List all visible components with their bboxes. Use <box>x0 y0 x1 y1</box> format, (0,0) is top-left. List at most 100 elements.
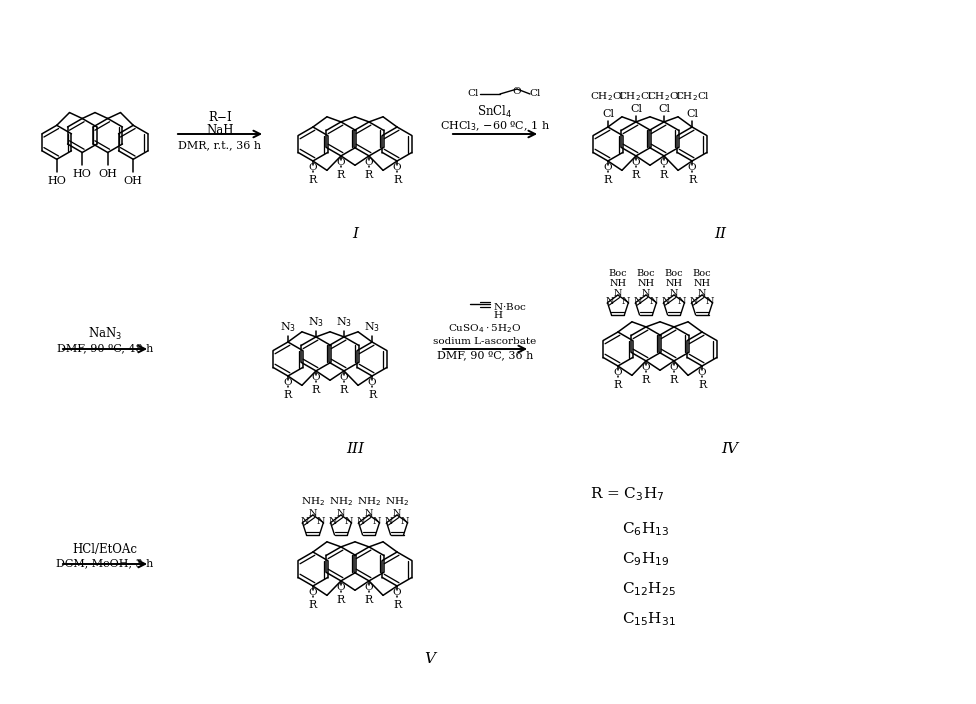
Text: N$_3$: N$_3$ <box>364 320 380 334</box>
Text: N: N <box>301 517 309 527</box>
Text: HCl/EtOAc: HCl/EtOAc <box>72 543 138 555</box>
Text: O: O <box>392 163 401 172</box>
Text: OH: OH <box>99 169 117 179</box>
Text: Boc: Boc <box>609 270 628 279</box>
Text: NH: NH <box>637 279 655 289</box>
Text: N$_3$: N$_3$ <box>336 315 352 329</box>
Text: R: R <box>308 175 317 185</box>
Text: R: R <box>365 595 373 605</box>
Text: O: O <box>512 87 521 96</box>
Text: R: R <box>604 175 612 185</box>
Text: R: R <box>660 170 669 180</box>
Text: O: O <box>365 583 374 592</box>
Text: DCM, MeOH, 3 h: DCM, MeOH, 3 h <box>57 558 153 568</box>
Text: R: R <box>688 175 696 185</box>
Text: CHCl$_3$, $-$60 ºC, 1 h: CHCl$_3$, $-$60 ºC, 1 h <box>440 119 550 133</box>
Text: O: O <box>670 363 678 372</box>
Text: II: II <box>714 227 726 241</box>
Text: NaN$_3$: NaN$_3$ <box>88 326 122 342</box>
Text: R: R <box>698 380 707 390</box>
Text: Cl: Cl <box>602 109 614 120</box>
Text: N: N <box>345 517 353 527</box>
Text: CH$_2$Cl: CH$_2$Cl <box>619 91 654 103</box>
Text: O: O <box>337 583 346 592</box>
Text: O: O <box>392 588 401 597</box>
Text: C$_{12}$H$_{25}$: C$_{12}$H$_{25}$ <box>622 580 675 598</box>
Text: DMR, r.t., 36 h: DMR, r.t., 36 h <box>179 140 262 150</box>
Text: N: N <box>365 510 373 519</box>
Text: HO: HO <box>73 169 92 179</box>
Text: R$-$I: R$-$I <box>208 110 232 124</box>
Text: N: N <box>650 298 658 306</box>
Text: N: N <box>698 289 707 298</box>
Text: R: R <box>368 390 376 400</box>
Text: Cl: Cl <box>658 104 671 114</box>
Text: N: N <box>662 298 671 306</box>
Text: R: R <box>337 595 346 605</box>
Text: N: N <box>606 298 614 306</box>
Text: NH$_2$: NH$_2$ <box>301 496 325 508</box>
Text: O: O <box>368 378 377 387</box>
Text: H: H <box>493 311 502 320</box>
Text: N: N <box>373 517 382 527</box>
Text: O: O <box>660 158 669 167</box>
Text: SnCl$_4$: SnCl$_4$ <box>477 104 512 120</box>
Text: O: O <box>631 158 640 167</box>
Text: O: O <box>311 373 320 382</box>
Text: N: N <box>357 517 365 527</box>
Text: R: R <box>614 380 622 390</box>
Text: NH: NH <box>694 279 711 289</box>
Text: R: R <box>312 385 320 395</box>
Text: R: R <box>337 170 346 180</box>
Text: O: O <box>308 163 317 172</box>
Text: HO: HO <box>47 176 66 186</box>
Text: R: R <box>393 600 401 610</box>
Text: N$_3$: N$_3$ <box>280 320 296 334</box>
Text: III: III <box>346 442 364 456</box>
Text: CH$_2$Cl: CH$_2$Cl <box>590 91 626 103</box>
Text: DMF, 90 ºC, 36 h: DMF, 90 ºC, 36 h <box>437 350 533 360</box>
Text: O: O <box>614 368 623 377</box>
Text: N: N <box>401 517 409 527</box>
Text: N: N <box>706 298 714 306</box>
Text: IV: IV <box>721 442 739 456</box>
Text: I: I <box>352 227 358 241</box>
Text: N$\cdot$Boc: N$\cdot$Boc <box>493 301 527 311</box>
Text: NH$_2$: NH$_2$ <box>386 496 409 508</box>
Text: NH: NH <box>609 279 627 289</box>
Text: Cl: Cl <box>630 104 642 114</box>
Text: N: N <box>392 510 401 519</box>
Text: O: O <box>641 363 650 372</box>
Text: NaH: NaH <box>206 125 233 137</box>
Text: N: N <box>677 298 686 306</box>
Text: O: O <box>365 158 374 167</box>
Text: O: O <box>688 163 697 172</box>
Text: N: N <box>642 289 650 298</box>
Text: N: N <box>690 298 698 306</box>
Text: C$_{15}$H$_{31}$: C$_{15}$H$_{31}$ <box>622 610 675 628</box>
Text: N: N <box>633 298 642 306</box>
Text: C$_9$H$_{19}$: C$_9$H$_{19}$ <box>622 550 670 568</box>
Text: O: O <box>698 368 707 377</box>
Text: R: R <box>365 170 373 180</box>
Text: N: N <box>316 517 325 527</box>
Text: R: R <box>393 175 401 185</box>
Text: O: O <box>337 158 346 167</box>
Text: Boc: Boc <box>636 270 655 279</box>
Text: CH$_2$Cl: CH$_2$Cl <box>646 91 681 103</box>
Text: NH: NH <box>666 279 682 289</box>
Text: N: N <box>337 510 346 519</box>
Text: O: O <box>603 163 612 172</box>
Text: Boc: Boc <box>693 270 712 279</box>
Text: R: R <box>284 390 292 400</box>
Text: Boc: Boc <box>665 270 683 279</box>
Text: N$_3$: N$_3$ <box>308 315 324 329</box>
Text: V: V <box>425 652 435 666</box>
Text: N: N <box>385 517 393 527</box>
Text: NH$_2$: NH$_2$ <box>357 496 381 508</box>
Text: R: R <box>670 375 678 385</box>
Text: DMF, 90 ºC, 48 h: DMF, 90 ºC, 48 h <box>57 343 153 353</box>
Text: N: N <box>308 510 317 519</box>
Text: R: R <box>642 375 650 385</box>
Text: sodium L-ascorbate: sodium L-ascorbate <box>433 337 537 346</box>
